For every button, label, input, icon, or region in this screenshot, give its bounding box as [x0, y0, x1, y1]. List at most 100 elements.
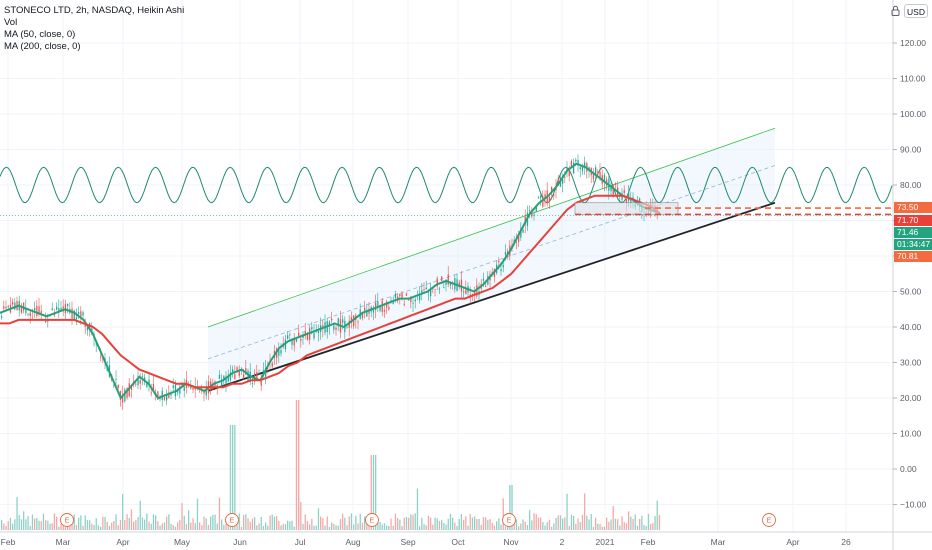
- volume-bar: [45, 520, 47, 530]
- volume-bar: [117, 525, 119, 530]
- volume-bar: [430, 517, 432, 530]
- volume-bar: [168, 514, 170, 530]
- candle-body: [84, 324, 86, 327]
- candle-body: [568, 167, 570, 177]
- candle-body: [58, 307, 60, 313]
- volume-bar: [342, 513, 344, 530]
- candle-body: [438, 288, 441, 290]
- volume-bar: [350, 513, 353, 530]
- y-tick-label: 40.00: [900, 322, 922, 332]
- volume-bar: [53, 513, 56, 530]
- volume-bar: [104, 516, 106, 530]
- candle-body: [3, 306, 5, 309]
- x-tick-label: Apr: [786, 537, 799, 547]
- volume-bar: [447, 518, 449, 530]
- candle-body: [357, 321, 359, 323]
- volume-bar: [372, 455, 375, 530]
- volume-bar: [234, 425, 236, 530]
- volume-bar: [122, 494, 124, 530]
- volume-bar: [216, 523, 218, 530]
- sine-wave: [0, 166, 893, 204]
- candle-body: [179, 386, 181, 394]
- candle-body: [388, 307, 390, 310]
- volume-bar: [335, 525, 337, 530]
- legend-vol[interactable]: Vol: [4, 17, 18, 28]
- candle-body: [265, 368, 267, 377]
- volume-bar: [502, 498, 504, 530]
- candle-body: [474, 290, 476, 296]
- volume-bar: [304, 514, 306, 530]
- candle-body: [399, 294, 401, 296]
- lock-icon[interactable]: [891, 5, 900, 16]
- earnings-marker-circle: [225, 513, 239, 527]
- earnings-marker[interactable]: E: [365, 513, 379, 527]
- candle-body: [529, 210, 531, 212]
- candle-body: [243, 374, 245, 378]
- volume-bar: [115, 514, 117, 530]
- candle-body: [234, 374, 236, 380]
- channel-upper-line: [207, 127, 776, 328]
- currency-button[interactable]: USD: [904, 4, 928, 18]
- y-tick-label: 10.00: [900, 429, 922, 439]
- candle-body: [443, 286, 445, 288]
- volume-bar: [93, 525, 95, 530]
- candle-body: [430, 289, 432, 296]
- volume-bar: [313, 525, 315, 530]
- earnings-marker[interactable]: E: [60, 513, 74, 527]
- volume-bar: [223, 524, 225, 530]
- volume-bar: [174, 526, 177, 530]
- volume-bar: [416, 488, 419, 530]
- chart-legend: STONECO LTD, 2h, NASDAQ, Heikin Ashi Vol…: [4, 5, 184, 53]
- legend-ma50[interactable]: MA (50, close, 0): [4, 29, 76, 40]
- volume-bar: [537, 517, 540, 530]
- volume-bar: [97, 525, 100, 530]
- volume-bar: [452, 517, 454, 530]
- volume-bar: [597, 523, 599, 530]
- candle-body: [29, 312, 31, 317]
- candle-body: [221, 379, 223, 387]
- volume-bar: [75, 524, 78, 530]
- volume-bar: [282, 523, 284, 530]
- candle-body: [25, 307, 27, 314]
- candle-body: [216, 385, 218, 387]
- candle-body: [403, 303, 405, 305]
- volume-bar: [551, 526, 553, 530]
- candle-body: [412, 302, 414, 304]
- volume-bar: [9, 517, 12, 530]
- volume-bar: [419, 526, 421, 530]
- y-tick-label: 80.00: [900, 180, 922, 190]
- volume-bar: [434, 517, 436, 530]
- volume-bar: [636, 525, 639, 530]
- earnings-marker-label: E: [507, 518, 512, 525]
- volume-bar: [40, 521, 42, 530]
- volume-bar: [493, 525, 496, 530]
- price-badge-70-81: 70.81: [894, 251, 932, 262]
- ma200-line: [0, 194, 661, 389]
- candle-body: [482, 278, 485, 281]
- candle-body: [67, 304, 69, 307]
- volume-bar: [293, 526, 295, 530]
- candle-body: [170, 394, 172, 396]
- earnings-marker[interactable]: E: [502, 513, 516, 527]
- candle-body: [7, 305, 9, 307]
- volume-bar: [267, 525, 269, 530]
- volume-bar: [152, 514, 155, 530]
- volume-bar: [520, 523, 522, 530]
- candle-body: [562, 179, 564, 184]
- x-tick-label: 26: [841, 537, 851, 547]
- volume-bar: [289, 521, 291, 530]
- volume-bar: [370, 455, 372, 530]
- candle-body: [130, 386, 133, 390]
- volume-bar: [269, 515, 271, 530]
- volume-bar: [278, 520, 280, 530]
- legend-ma200[interactable]: MA (200, close, 0): [4, 41, 81, 52]
- volume-bar: [256, 525, 258, 530]
- volume-bar: [163, 522, 166, 530]
- candle-body: [293, 337, 295, 346]
- y-tick-label: 20.00: [900, 393, 922, 403]
- earnings-marker[interactable]: E: [762, 513, 776, 527]
- legend-title[interactable]: STONECO LTD, 2h, NASDAQ, Heikin Ashi: [4, 5, 185, 16]
- candle-body: [152, 383, 155, 392]
- earnings-marker[interactable]: E: [225, 513, 239, 527]
